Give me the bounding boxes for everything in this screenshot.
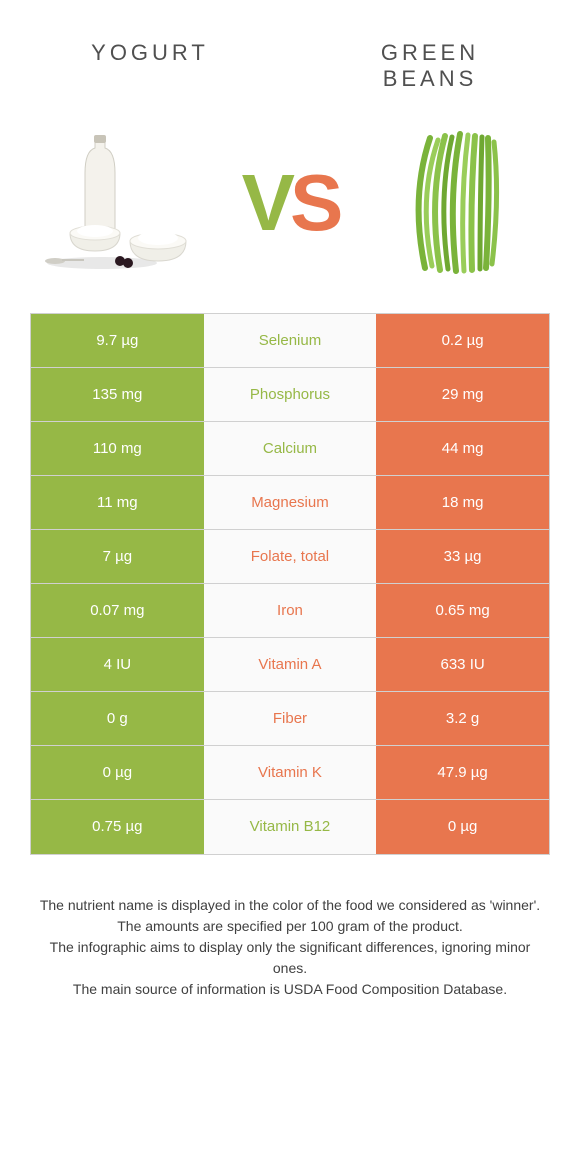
- table-row: 0.75 µgVitamin B120 µg: [31, 800, 549, 854]
- table-row: 4 IUVitamin A633 IU: [31, 638, 549, 692]
- right-value-cell: 3.2 g: [376, 692, 549, 745]
- left-value-cell: 0 µg: [31, 746, 204, 799]
- nutrient-table: 9.7 µgSelenium0.2 µg135 mgPhosphorus29 m…: [30, 313, 550, 855]
- right-value-cell: 0.2 µg: [376, 314, 549, 367]
- left-food-title: YOGURT: [60, 40, 240, 93]
- images-row: VS: [0, 103, 580, 313]
- right-value-cell: 0.65 mg: [376, 584, 549, 637]
- nutrient-label-cell: Folate, total: [204, 530, 377, 583]
- left-value-cell: 110 mg: [31, 422, 204, 475]
- left-value-cell: 0 g: [31, 692, 204, 745]
- nutrient-label-cell: Vitamin K: [204, 746, 377, 799]
- nutrient-label-cell: Iron: [204, 584, 377, 637]
- vs-s: S: [290, 157, 338, 249]
- right-value-cell: 44 mg: [376, 422, 549, 475]
- vs-v: V: [242, 157, 290, 249]
- table-row: 7 µgFolate, total33 µg: [31, 530, 549, 584]
- nutrient-label-cell: Vitamin B12: [204, 800, 377, 854]
- footer-note-line: The amounts are specified per 100 gram o…: [35, 916, 545, 937]
- table-row: 11 mgMagnesium18 mg: [31, 476, 549, 530]
- right-value-cell: 29 mg: [376, 368, 549, 421]
- nutrient-label-cell: Phosphorus: [204, 368, 377, 421]
- table-row: 0 µgVitamin K47.9 µg: [31, 746, 549, 800]
- table-row: 0 gFiber3.2 g: [31, 692, 549, 746]
- nutrient-label-cell: Selenium: [204, 314, 377, 367]
- footer-notes: The nutrient name is displayed in the co…: [0, 855, 580, 1000]
- left-value-cell: 135 mg: [31, 368, 204, 421]
- header-row: YOGURT GREEN BEANS: [0, 0, 580, 103]
- right-food-title: GREEN BEANS: [340, 40, 520, 93]
- right-value-cell: 633 IU: [376, 638, 549, 691]
- nutrient-label-cell: Calcium: [204, 422, 377, 475]
- left-value-cell: 11 mg: [31, 476, 204, 529]
- yogurt-image: [30, 123, 210, 283]
- footer-note-line: The main source of information is USDA F…: [35, 979, 545, 1000]
- footer-note-line: The nutrient name is displayed in the co…: [35, 895, 545, 916]
- nutrient-label-cell: Fiber: [204, 692, 377, 745]
- right-value-cell: 0 µg: [376, 800, 549, 854]
- table-row: 110 mgCalcium44 mg: [31, 422, 549, 476]
- table-row: 135 mgPhosphorus29 mg: [31, 368, 549, 422]
- table-row: 0.07 mgIron0.65 mg: [31, 584, 549, 638]
- left-value-cell: 0.75 µg: [31, 800, 204, 854]
- table-row: 9.7 µgSelenium0.2 µg: [31, 314, 549, 368]
- nutrient-label-cell: Magnesium: [204, 476, 377, 529]
- right-value-cell: 47.9 µg: [376, 746, 549, 799]
- footer-note-line: The infographic aims to display only the…: [35, 937, 545, 979]
- right-value-cell: 18 mg: [376, 476, 549, 529]
- left-value-cell: 7 µg: [31, 530, 204, 583]
- vs-label: VS: [242, 157, 339, 249]
- green-beans-image: [370, 123, 550, 283]
- right-value-cell: 33 µg: [376, 530, 549, 583]
- nutrient-label-cell: Vitamin A: [204, 638, 377, 691]
- left-value-cell: 4 IU: [31, 638, 204, 691]
- left-value-cell: 0.07 mg: [31, 584, 204, 637]
- left-value-cell: 9.7 µg: [31, 314, 204, 367]
